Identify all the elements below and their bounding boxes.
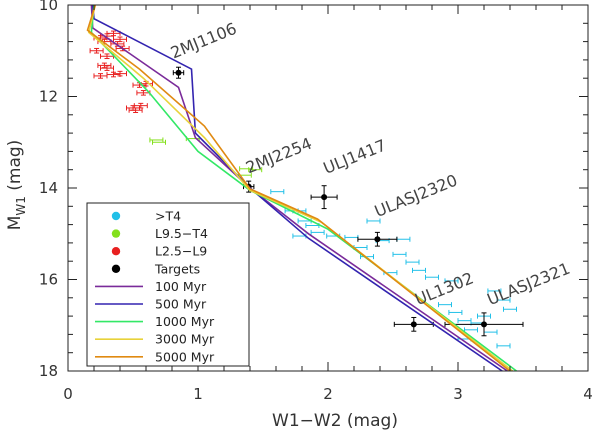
- legend-label: 100 Myr: [155, 279, 207, 294]
- y-tick-label: 14: [39, 179, 58, 197]
- data-point: [106, 30, 121, 37]
- y-tick-label: 12: [39, 88, 58, 106]
- data-point: [503, 306, 517, 312]
- data-point: [444, 312, 524, 337]
- annotation-label: ULASJ2320: [372, 171, 460, 221]
- data-point: [310, 185, 338, 210]
- y-axis-title-subscript: W1: [14, 196, 28, 216]
- legend-item-targets: Targets: [111, 261, 200, 276]
- x-tick-label: 4: [583, 385, 593, 403]
- data-point: [483, 329, 498, 335]
- isochrone-100-myr: [90, 5, 508, 371]
- annotation-label: ULJ1417: [320, 135, 388, 177]
- data-point: [487, 288, 502, 294]
- legend-label: >T4: [155, 209, 181, 224]
- data-point: [366, 218, 381, 224]
- legend-item-1000-myr: 1000 Myr: [95, 314, 215, 329]
- data-point: [270, 189, 285, 195]
- x-tick-label: 0: [63, 385, 73, 403]
- isochrone-5000-myr: [86, 5, 511, 371]
- annotation-label: 2MJ2254: [243, 134, 314, 178]
- data-point: [310, 229, 325, 235]
- annotation-label: 2MJ1106: [168, 19, 239, 63]
- target-marker: [175, 69, 182, 76]
- legend-item-500-myr: 500 Myr: [95, 297, 207, 312]
- data-point: [464, 327, 478, 333]
- data-point: [149, 137, 164, 143]
- x-tick-label: 1: [193, 385, 203, 403]
- legend-label: Targets: [154, 261, 200, 276]
- legend-marker: [111, 247, 121, 256]
- data-point: [357, 231, 398, 247]
- data-point: [133, 102, 148, 109]
- data-point: [100, 65, 114, 71]
- y-axis-title-symbol: M: [5, 216, 25, 231]
- data-point: [128, 107, 143, 114]
- legend-label: L2.5−L9: [155, 244, 207, 259]
- legend: >T4 L9.5−T4 L2.5−L9 Targets 100 Myr 500 Myr 10…: [86, 202, 250, 367]
- data-point: [248, 167, 263, 173]
- data-point: [496, 297, 511, 303]
- y-axis-title-units: (mag): [5, 140, 25, 196]
- data-point: [344, 234, 359, 240]
- legend-marker: [111, 229, 121, 238]
- data-point: [93, 73, 108, 79]
- y-tick-label: 18: [39, 362, 58, 380]
- legend-item-5000-myr: 5000 Myr: [95, 349, 215, 364]
- data-point: [444, 278, 459, 284]
- data-point: [425, 274, 439, 280]
- x-axis-title: W1−W2 (mag): [272, 411, 398, 431]
- data-point: [396, 236, 411, 242]
- line-series-layer: [86, 5, 517, 371]
- legend-item-l9-5-t4: L9.5−T4: [111, 226, 208, 241]
- data-point: [438, 302, 452, 308]
- legend-label: L9.5−T4: [155, 226, 208, 241]
- legend-label: 1000 Myr: [155, 314, 215, 329]
- y-tick-label: 10: [39, 0, 58, 14]
- target-marker: [374, 236, 381, 243]
- legend-label: 3000 Myr: [155, 332, 215, 347]
- legend-item-3000-myr: 3000 Myr: [95, 332, 215, 347]
- legend-item-t4: >T4: [111, 209, 181, 224]
- legend-marker: [111, 264, 121, 273]
- data-point: [152, 139, 166, 145]
- data-point: [412, 267, 426, 273]
- isochrone-500-myr: [91, 5, 503, 371]
- target-marker: [410, 321, 417, 328]
- data-point: [172, 66, 185, 79]
- x-tick-label: 2: [323, 385, 333, 403]
- data-point: [448, 309, 463, 315]
- legend-item-l2-5-l9: L2.5−L9: [111, 244, 207, 259]
- x-tick-label: 3: [453, 385, 463, 403]
- data-point: [89, 47, 104, 54]
- target-marker: [481, 321, 487, 328]
- annotation-label: UL1302: [412, 268, 476, 309]
- legend-label: 500 Myr: [155, 297, 207, 312]
- target-marker: [321, 194, 328, 201]
- data-point: [405, 259, 420, 265]
- legend-item-100-myr: 100 Myr: [95, 279, 207, 294]
- data-point: [113, 70, 127, 77]
- data-point: [360, 254, 374, 260]
- y-axis-title: MW1 (mag): [5, 140, 28, 231]
- data-point: [113, 36, 127, 43]
- annotation-label: ULASJ2321: [484, 259, 572, 309]
- data-point: [239, 166, 254, 172]
- data-point: [110, 41, 125, 47]
- y-tick-label: 16: [39, 271, 58, 289]
- data-point: [457, 318, 472, 324]
- legend-label: 5000 Myr: [155, 349, 215, 364]
- data-point: [392, 251, 407, 257]
- legend-marker: [111, 211, 121, 221]
- data-point: [496, 343, 511, 349]
